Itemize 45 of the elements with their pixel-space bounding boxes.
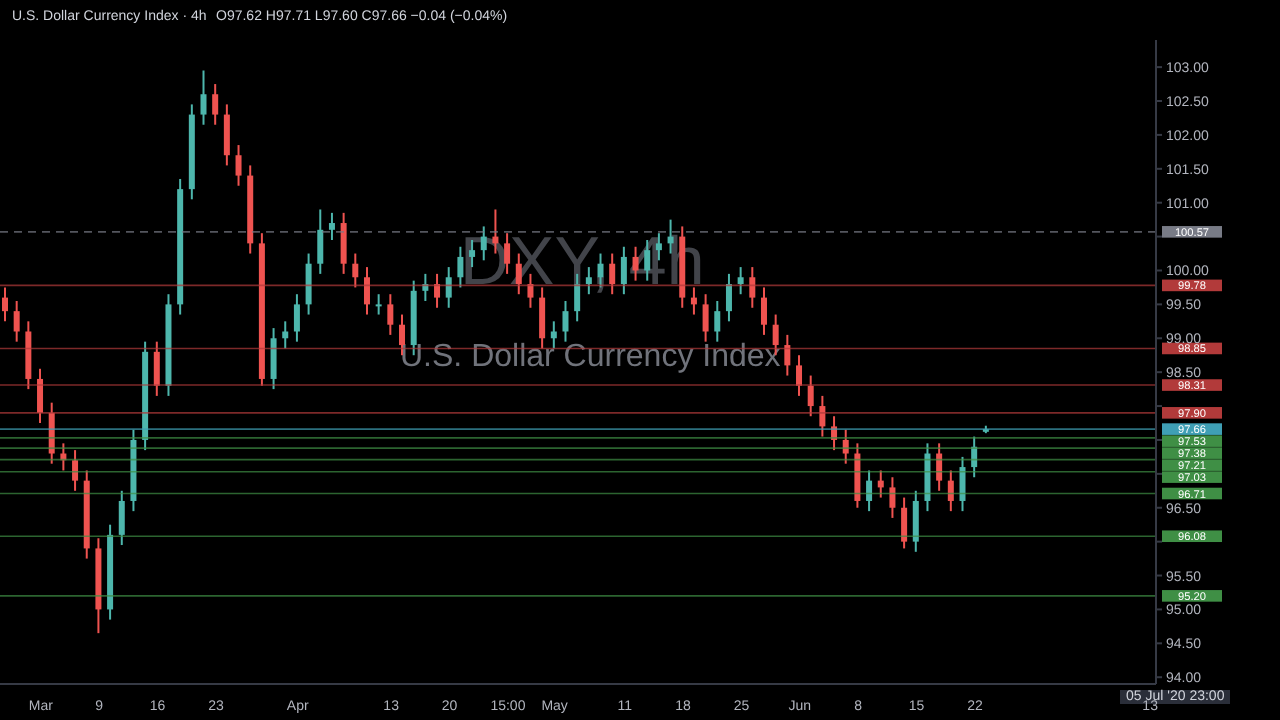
candlestick [13, 299, 20, 343]
candlestick [2, 286, 8, 323]
candlestick [72, 449, 79, 492]
candlestick [912, 489, 919, 553]
candlestick [901, 496, 908, 550]
candlestick [340, 211, 347, 275]
candlestick [352, 252, 359, 289]
chart-note: U.S. Dollar Currency Index [400, 340, 781, 376]
candlestick [737, 266, 744, 296]
candlestick [212, 83, 219, 126]
candlestick [305, 252, 312, 316]
candlestick [784, 333, 791, 377]
candlestick [562, 299, 569, 343]
candlestick [959, 455, 966, 513]
candlestick [445, 266, 452, 309]
candlestick [760, 286, 767, 336]
candlestick [223, 103, 230, 167]
candlestick [550, 320, 557, 350]
candlestick [399, 313, 406, 357]
candlestick [25, 320, 32, 391]
candlestick [866, 469, 873, 513]
candlestick [118, 489, 125, 547]
candlestick [807, 374, 814, 418]
candlestick [796, 354, 803, 397]
candlestick [725, 272, 732, 323]
candlestick [235, 144, 242, 187]
candlestick [387, 293, 394, 336]
candlestick [270, 327, 277, 391]
candlestick [328, 211, 335, 241]
candlestick [924, 442, 931, 513]
candlestick [317, 208, 324, 275]
candlestick [749, 266, 756, 309]
candlestick [200, 69, 207, 126]
candlestick [375, 293, 382, 316]
candlestick [293, 293, 300, 343]
candlestick [363, 266, 370, 316]
candlestick [153, 340, 160, 397]
candlestick [854, 442, 861, 509]
candlestick [947, 469, 954, 513]
candlestick [714, 299, 721, 343]
candlestick [889, 476, 896, 519]
candlestick [434, 272, 441, 309]
candlestick [702, 293, 709, 343]
candlestick [37, 367, 44, 425]
candlestick [282, 320, 289, 350]
